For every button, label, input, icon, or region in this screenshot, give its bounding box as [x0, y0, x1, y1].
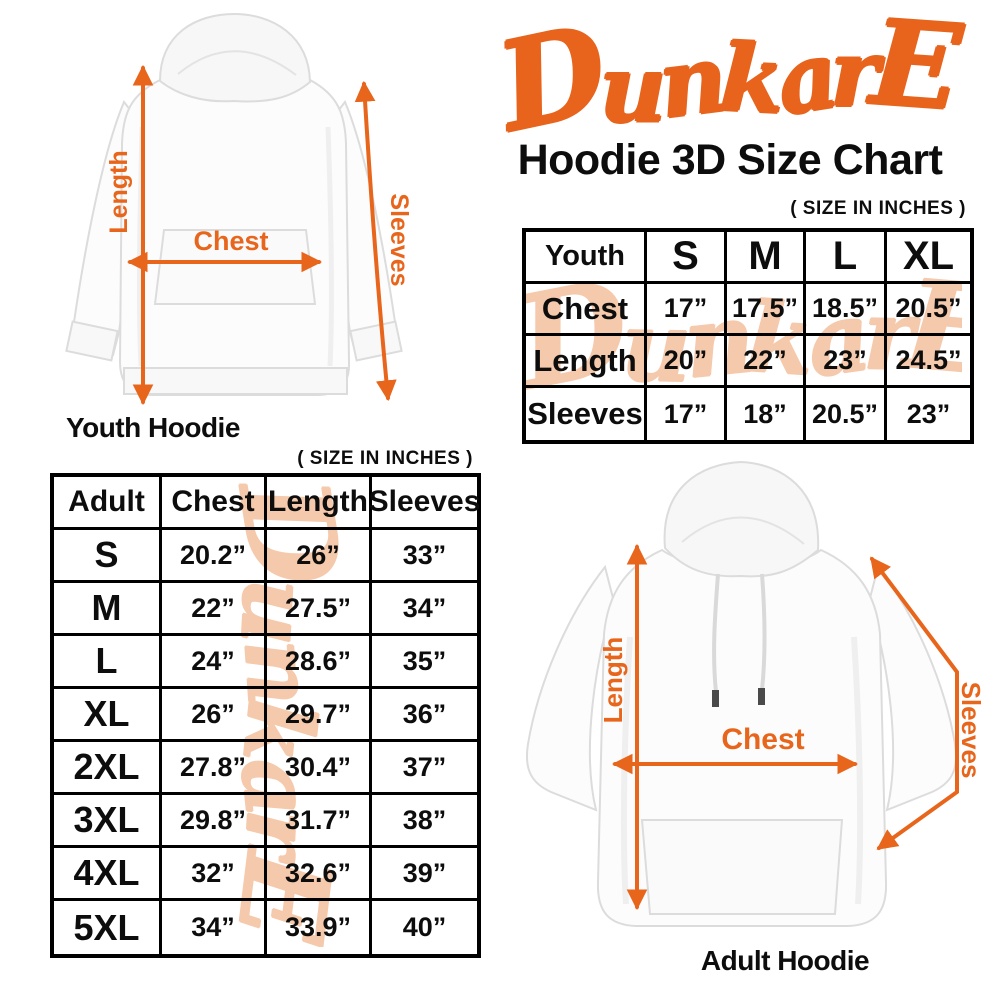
adult-row-label-l: L: [54, 636, 162, 689]
adult-table-corner-header: Adult: [54, 477, 162, 530]
youth-hood-opening: [177, 50, 297, 76]
youth-length-label: Length: [105, 150, 133, 233]
youth-value-cell: 20.5”: [806, 388, 887, 440]
adult-value-cell: 29.7”: [267, 689, 372, 742]
youth-size-table: Youth S M L XL Chest 17” 17.5” 18.5” 20.…: [522, 228, 974, 444]
adult-value-cell: 29.8”: [162, 795, 267, 848]
youth-value-cell: 22”: [727, 336, 806, 388]
youth-row-label-chest: Chest: [526, 284, 647, 336]
youth-value-cell: 20”: [647, 336, 727, 388]
youth-col-header-l: L: [806, 232, 887, 284]
adult-pocket: [640, 819, 844, 915]
page-title: Hoodie 3D Size Chart: [517, 136, 943, 184]
youth-value-cell: 17”: [647, 388, 727, 440]
youth-value-cell: 18.5”: [806, 284, 887, 336]
youth-measurements: [126, 64, 397, 406]
adult-size-table: Adult Chest Length Sleeves S 20.2” 26” 3…: [50, 473, 481, 958]
youth-chest-label: Chest: [193, 226, 268, 256]
brand-logo-text: DunkarE: [486, 0, 960, 159]
adult-col-header-sleeves: Sleeves: [369, 477, 480, 530]
adult-row-label-3xl: 3XL: [54, 795, 162, 848]
youth-sleeves-label: Sleeves: [385, 193, 413, 286]
youth-left-cuff: [65, 320, 119, 362]
adult-left-sleeve: [526, 564, 616, 812]
youth-col-header-m: M: [727, 232, 806, 284]
adult-value-cell: 20.2”: [162, 530, 267, 583]
adult-value-cell: 37”: [372, 742, 477, 795]
youth-hoodie-image: Length Chest Sleeves: [65, 12, 413, 406]
youth-row-label-length: Length: [526, 336, 647, 388]
youth-table-corner-header: Youth: [526, 232, 647, 284]
adult-length-label: Length: [598, 637, 628, 724]
adult-hoodie-garment: [526, 460, 957, 927]
adult-value-cell: 39”: [372, 848, 477, 901]
adult-value-cell: 40”: [402, 912, 447, 942]
adult-value-cell: 26”: [162, 689, 267, 742]
adult-sleeves-arrow: [870, 556, 959, 850]
adult-col-header-chest: Chest: [162, 477, 267, 530]
adult-value-cell: 31.7”: [267, 795, 372, 848]
adult-chest-label: Chest: [721, 723, 804, 756]
adult-value-cell: 36”: [372, 689, 477, 742]
adult-row-label-m: M: [54, 583, 162, 636]
youth-value-cell: 17.5”: [727, 284, 806, 336]
adult-value-cell: 34”: [162, 901, 267, 954]
adult-sleeves-label: Sleeves: [956, 682, 986, 779]
adult-drawstring-right: [760, 573, 767, 691]
youth-value-cell: 20.5”: [887, 284, 970, 336]
youth-fold-right: [325, 126, 334, 367]
youth-col-header-xl: XL: [887, 232, 970, 284]
adult-row-label-4xl: 4XL: [54, 848, 162, 901]
adult-col-header-length: Length: [267, 477, 372, 530]
adult-hoodie-image: Length Chest Sleeves: [526, 460, 986, 927]
adult-value-cell: 32.6”: [267, 848, 372, 901]
adult-drawstring-left: [712, 573, 720, 693]
adult-hood: [663, 460, 820, 578]
adult-drawstring-aglet-left: [712, 690, 719, 707]
brand-logo: DunkarE: [455, 0, 1000, 159]
youth-hoodie-caption: Youth Hoodie: [66, 412, 240, 443]
youth-value-cell: 18”: [727, 388, 806, 440]
adult-drawstring-aglet-right: [758, 688, 765, 705]
adult-row-label-xl: XL: [54, 689, 162, 742]
adult-value-cell: 27.8”: [162, 742, 267, 795]
adult-row-label-s: S: [54, 530, 162, 583]
adult-value-cell: 38”: [372, 795, 477, 848]
youth-sleeves-arrow: [354, 80, 397, 402]
youth-col-header-s: S: [647, 232, 727, 284]
adult-value-cell: 28.6”: [267, 636, 372, 689]
adult-row-label-2xl: 2XL: [54, 742, 162, 795]
adult-value-cell: 35”: [372, 636, 477, 689]
youth-value-cell: 23”: [806, 336, 887, 388]
adult-value-cell: 32”: [162, 848, 267, 901]
youth-value-cell: 17”: [647, 284, 727, 336]
adult-size-note: ( SIZE IN INCHES ): [297, 448, 473, 469]
youth-row-label-sleeves: Sleeves: [526, 388, 647, 440]
youth-value-cell: 23”: [906, 398, 951, 429]
adult-measurements: [611, 543, 959, 911]
youth-size-note: ( SIZE IN INCHES ): [790, 198, 966, 219]
adult-value-cell: 22”: [162, 583, 267, 636]
youth-hem-band: [123, 367, 348, 395]
youth-size-table-section: DunkarE Youth S M L XL Chest 17” 17.5” 1…: [522, 228, 974, 444]
adult-value-cell: 34”: [372, 583, 477, 636]
adult-value-cell: 27.5”: [267, 583, 372, 636]
adult-value-cell: 33.9”: [267, 901, 372, 954]
adult-size-table-section: DunkarE Adult Chest Length Sleeves S 20.…: [50, 473, 481, 958]
youth-hood: [158, 12, 312, 103]
adult-row-label-5xl: 5XL: [54, 901, 162, 954]
adult-hood-opening: [681, 516, 805, 545]
youth-value-cell: 24.5”: [887, 336, 970, 388]
adult-fold-right: [851, 636, 864, 905]
adult-value-cell: 30.4”: [267, 742, 372, 795]
adult-hoodie-caption: Adult Hoodie: [700, 945, 870, 976]
adult-value-cell: 24”: [162, 636, 267, 689]
adult-value-cell: 26”: [267, 530, 372, 583]
adult-value-cell: 33”: [372, 530, 477, 583]
